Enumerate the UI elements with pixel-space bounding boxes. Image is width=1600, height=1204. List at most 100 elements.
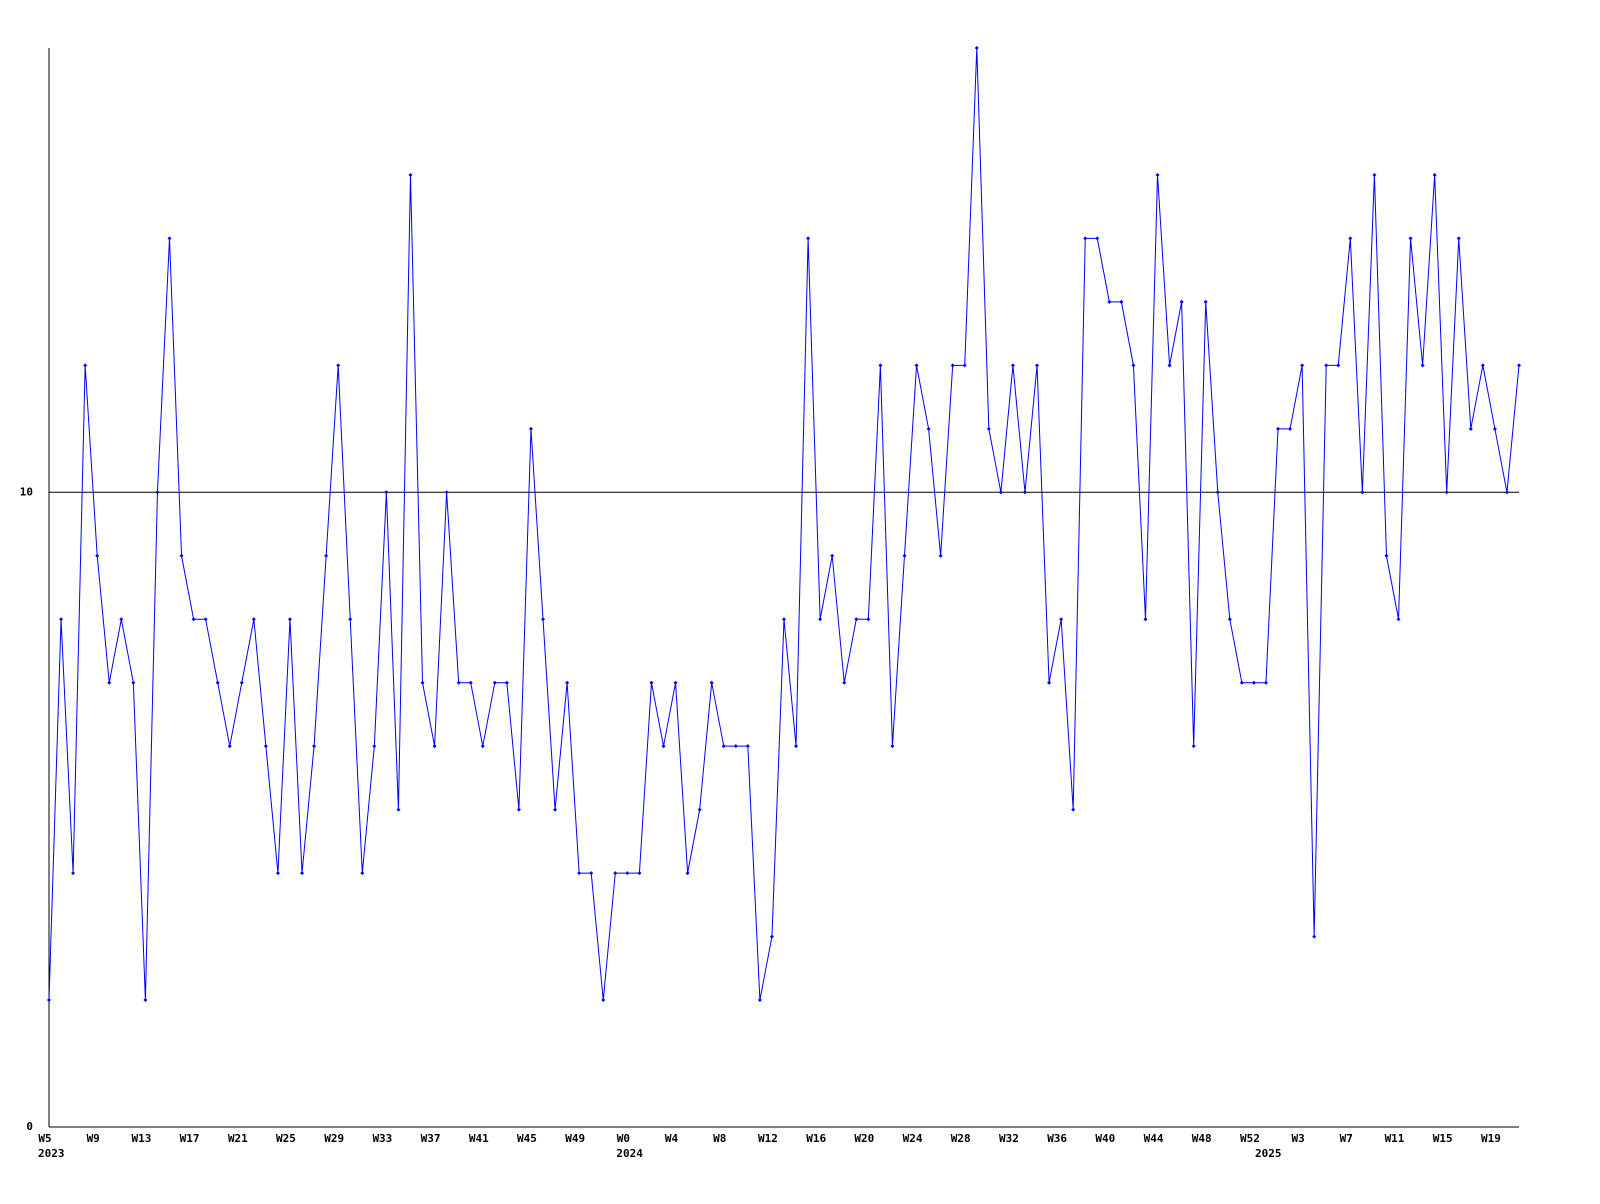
data-point	[95, 553, 100, 558]
data-point	[348, 617, 353, 622]
data-point	[721, 744, 726, 749]
data-point	[1432, 172, 1437, 177]
data-point	[384, 490, 389, 495]
data-point	[275, 871, 280, 876]
data-point	[842, 680, 847, 685]
x-tick-label: W7	[1340, 1132, 1353, 1145]
data-point	[769, 934, 774, 939]
x-tick-label: W16	[806, 1132, 826, 1145]
data-point	[1517, 363, 1521, 368]
data-point	[1408, 236, 1413, 241]
data-point	[890, 744, 895, 749]
data-point	[396, 807, 401, 812]
data-point	[372, 744, 377, 749]
x-tick-label: W15	[1433, 1132, 1453, 1145]
data-point	[577, 871, 582, 876]
data-line	[48, 47, 1520, 1001]
data-point	[119, 617, 124, 622]
x-tick-label: W4	[665, 1132, 679, 1145]
y-tick-label: 0	[26, 1120, 33, 1133]
data-point	[71, 871, 76, 876]
data-point	[528, 426, 533, 431]
data-point	[986, 426, 991, 431]
data-point	[444, 490, 449, 495]
data-point	[492, 680, 497, 685]
x-tick-label: W49	[565, 1132, 585, 1145]
data-point	[830, 553, 835, 558]
data-point	[1071, 807, 1076, 812]
data-point	[1095, 236, 1100, 241]
data-point	[601, 998, 606, 1003]
data-point	[215, 680, 220, 685]
data-point	[565, 680, 570, 685]
x-tick-label: W8	[713, 1132, 726, 1145]
data-point	[649, 680, 654, 685]
data-point	[1035, 363, 1040, 368]
data-point	[1215, 490, 1220, 495]
data-point	[1227, 617, 1232, 622]
data-point	[926, 426, 931, 431]
data-point	[709, 680, 714, 685]
data-point	[1155, 172, 1160, 177]
data-point	[1022, 490, 1027, 495]
data-point	[1360, 490, 1365, 495]
data-point	[818, 617, 823, 622]
data-point	[625, 871, 630, 876]
data-point	[203, 617, 208, 622]
data-point	[336, 363, 341, 368]
data-point	[179, 553, 184, 558]
data-point	[1480, 363, 1485, 368]
data-point	[408, 172, 413, 177]
x-tick-label: W40	[1095, 1132, 1115, 1145]
x-group-label: 2025	[1255, 1147, 1282, 1160]
x-tick-label: W45	[517, 1132, 537, 1145]
x-tick-label: W37	[421, 1132, 441, 1145]
data-point	[107, 680, 112, 685]
data-point	[1143, 617, 1148, 622]
data-point	[1384, 553, 1389, 558]
data-point	[1504, 490, 1509, 495]
data-point	[1420, 363, 1425, 368]
data-point	[251, 617, 256, 622]
data-point	[1203, 299, 1208, 304]
data-point	[1468, 426, 1473, 431]
data-point	[263, 744, 268, 749]
data-point	[143, 998, 148, 1003]
data-point	[59, 617, 64, 622]
data-point	[1372, 172, 1377, 177]
data-point	[312, 744, 317, 749]
data-point	[938, 553, 943, 558]
x-tick-label: W41	[469, 1132, 489, 1145]
x-tick-label: W29	[324, 1132, 344, 1145]
data-point	[661, 744, 666, 749]
data-point	[998, 490, 1003, 495]
data-point	[420, 680, 425, 685]
data-point	[1059, 617, 1064, 622]
data-point	[360, 871, 365, 876]
data-point	[1083, 236, 1088, 241]
data-point	[1239, 680, 1244, 685]
x-tick-label: W28	[951, 1132, 971, 1145]
x-tick-label: W48	[1192, 1132, 1212, 1145]
data-point	[1047, 680, 1052, 685]
data-point	[167, 236, 172, 241]
data-point	[962, 363, 967, 368]
data-point	[1119, 299, 1124, 304]
x-tick-label: W11	[1385, 1132, 1405, 1145]
data-point	[1324, 363, 1329, 368]
data-point	[902, 553, 907, 558]
data-point	[1263, 680, 1268, 685]
x-tick-label: W21	[228, 1132, 248, 1145]
x-tick-label: W0	[617, 1132, 630, 1145]
data-point	[673, 680, 678, 685]
data-point	[806, 236, 811, 241]
data-point	[227, 744, 232, 749]
data-point	[324, 553, 329, 558]
y-tick-label: 10	[20, 485, 33, 498]
x-tick-label: W36	[1047, 1132, 1067, 1145]
data-point	[794, 744, 799, 749]
data-point	[914, 363, 919, 368]
x-tick-label: W32	[999, 1132, 1019, 1145]
data-point	[131, 680, 136, 685]
data-point	[516, 807, 521, 812]
